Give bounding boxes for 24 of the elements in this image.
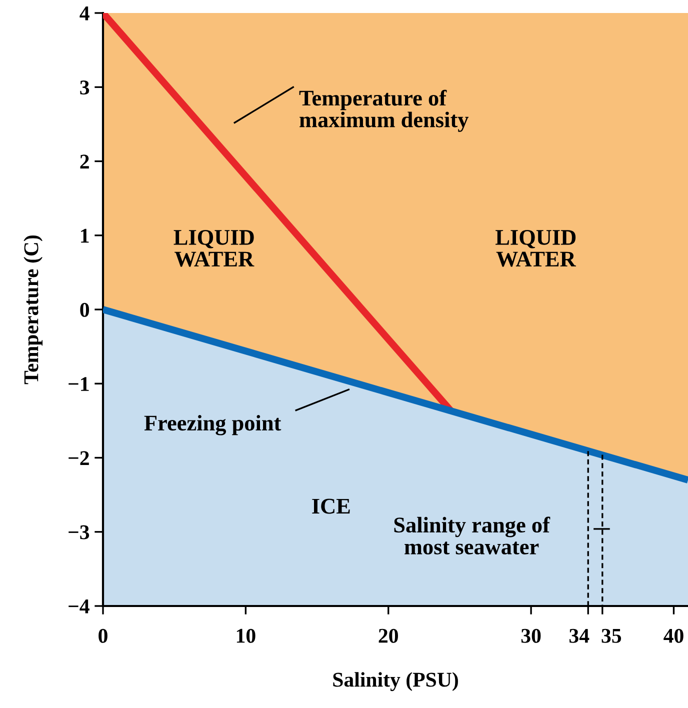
y-tick-label: 1 — [81, 228, 89, 243]
x-tick-label: 20 — [378, 628, 398, 643]
y-tick-label: 2 — [80, 154, 89, 168]
x-tick-label: 40 — [664, 628, 684, 643]
y-tick-label: −1 — [68, 377, 89, 391]
x-tick-label: 30 — [521, 628, 541, 643]
x-tick-label: 0 — [98, 628, 108, 643]
annotation: Freezing point — [144, 414, 282, 436]
y-tick-label: −3 — [68, 525, 90, 540]
annotation: Temperature of maximum density — [299, 90, 469, 132]
y-tick-label: 3 — [80, 80, 90, 95]
annotation: LIQUID WATER — [496, 230, 576, 267]
y-tick-label: −2 — [68, 451, 89, 465]
x-tick-label: 34 — [569, 628, 590, 643]
y-axis-title: Temperature (C) — [24, 235, 43, 384]
y-tick-label: −4 — [68, 600, 90, 614]
annotation: ICE — [312, 498, 350, 514]
annotation: Salinity range of most seawater — [394, 516, 550, 554]
annotation: LIQUID WATER — [174, 230, 254, 267]
x-axis-title: Salinity (PSU) — [333, 672, 458, 692]
y-tick-label: 4 — [80, 6, 90, 20]
x-tick-label: 35 — [602, 628, 622, 643]
y-tick-label: 0 — [80, 302, 90, 317]
x-tick-label: 10 — [236, 628, 256, 643]
